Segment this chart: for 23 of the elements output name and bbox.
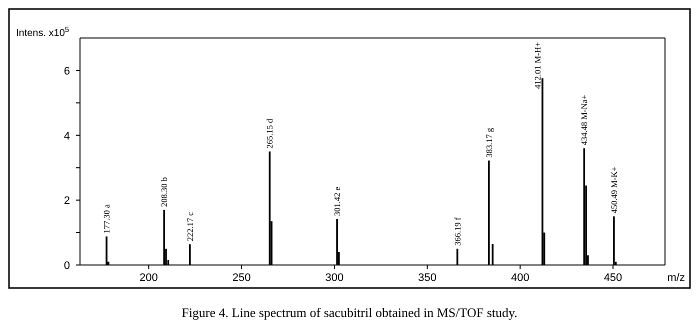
x-tick-label: 300 (325, 272, 344, 284)
x-tick-label: 450 (604, 272, 622, 284)
y-tick-label: 2 (64, 195, 70, 208)
y-tick-label: 4 (64, 130, 70, 142)
y-tick-label: 6 (64, 65, 70, 78)
annotation: 450.49 M-K+ (608, 166, 619, 214)
x-tick-label: 200 (140, 272, 158, 284)
x-tick-label: 250 (232, 272, 251, 284)
x-axis-title: m/z (667, 272, 685, 284)
annotation: 434.48 M-Na+ (579, 94, 590, 146)
caption: Figure 4. Line spectrum of sacubitril obtained in MS/TOF study. (182, 305, 518, 320)
annotation: 366.19 f (452, 217, 462, 246)
annotation: 301.42 e (332, 186, 342, 216)
annotation: 383.17 g (484, 127, 494, 158)
annotation: 208.30 b (159, 177, 170, 207)
annotation: 222.17 c (184, 212, 195, 242)
annotation: 412.01 M-H+ (532, 42, 542, 89)
x-tick-label: 400 (510, 272, 530, 284)
annotation: 177.30 a (102, 204, 112, 234)
annotation: 265.15 d (264, 118, 275, 148)
y-tick-label: 0 (64, 260, 70, 272)
y-axis-title: Intens. x10$^{5}$ (16, 24, 70, 39)
x-tick-label: 350 (418, 272, 436, 284)
